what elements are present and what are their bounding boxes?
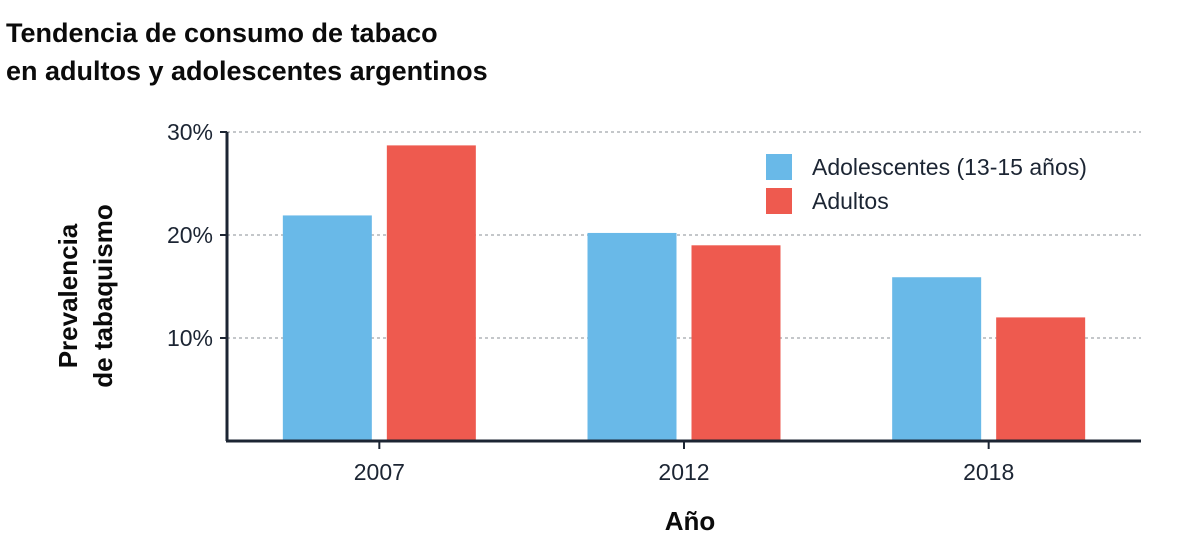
y-tick-label: 20% [167,222,213,248]
y-axis-title-line-2: de tabaquismo [88,204,118,387]
bar-adolescentes-2018 [892,277,982,441]
x-axis-ticks: 2007 2012 2018 [354,441,1014,485]
legend: Adolescentes (13-15 años) Adultos [766,154,1087,214]
chart-title: Tendencia de consumo de tabaco en adulto… [6,18,488,86]
y-axis-title: Prevalencia de tabaquismo [53,204,118,387]
legend-label-adolescentes: Adolescentes (13-15 años) [812,154,1087,180]
y-tick-label: 10% [167,325,213,351]
x-tick-label-2018: 2018 [963,459,1014,485]
y-axis-ticks: 10% 20% 30% [167,119,227,351]
legend-swatch-adultos [766,188,792,214]
bar-adultos-2018 [996,317,1086,441]
x-tick-label-2007: 2007 [354,459,405,485]
gridlines [227,131,1141,339]
bar-adolescentes-2007 [282,215,372,441]
y-axis-title-line-1: Prevalencia [53,223,83,368]
chart-title-line-2: en adultos y adolescentes argentinos [6,56,488,86]
bar-adolescentes-2012 [587,232,677,441]
bars [282,145,1086,441]
chart-title-line-1: Tendencia de consumo de tabaco [6,18,438,48]
y-tick-label: 30% [167,119,213,145]
legend-swatch-adolescentes [766,154,792,180]
x-axis-title: Año [665,506,716,536]
legend-label-adultos: Adultos [812,188,889,214]
bar-adultos-2007 [386,145,476,441]
bar-adultos-2012 [691,245,781,441]
x-tick-label-2012: 2012 [658,459,709,485]
